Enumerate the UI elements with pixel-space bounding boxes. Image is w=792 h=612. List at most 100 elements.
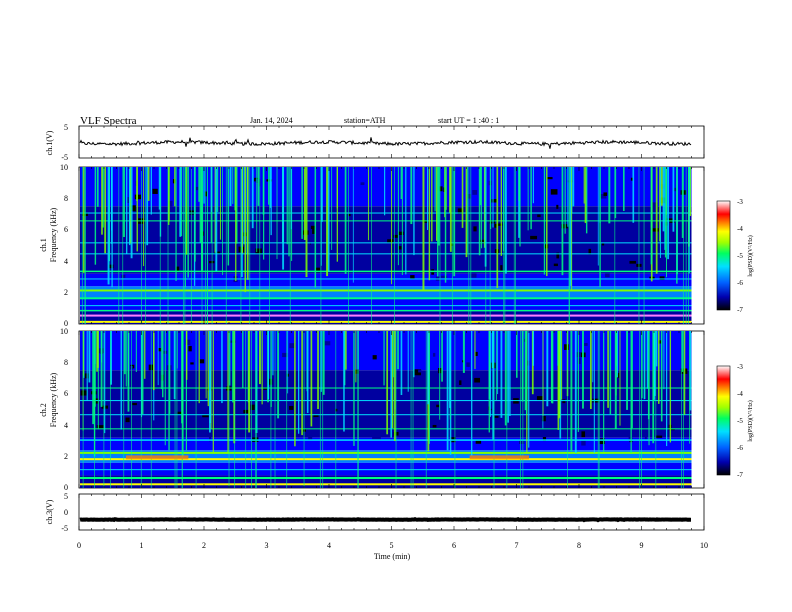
spectrogram-cell [316,236,321,242]
spectrogram-cell [372,437,378,441]
station-label: station=ATH [344,116,386,125]
spectrogram-cell [672,187,677,192]
spectrogram-sferic [446,331,449,451]
spectrogram-sferic [203,167,205,204]
spectrogram-sferic [470,167,472,324]
ch1-ytick-5: 5 [64,123,68,132]
ch1-colorbar-label: log(PSD)(V²/Hz) [747,235,754,276]
spectrogram-sferic [160,331,162,390]
ch1-spec-ytick-6: 6 [64,225,68,234]
spectrogram-sferic [276,167,278,260]
spectrogram-sferic [437,167,439,277]
spectrogram-cell [671,424,677,429]
spectrogram-cell [308,436,313,440]
spectrogram-cell [208,261,215,264]
ch2-spec-ytick-6: 6 [64,389,68,398]
spectrogram-sferic [175,167,177,282]
x-tick-2: 2 [202,541,206,550]
spectrogram-sferic [83,331,85,376]
spectrogram-sferic [397,331,399,370]
spectrogram-sferic [336,167,338,262]
spectrogram-sferic [632,167,635,223]
ch1-waveform-line [79,137,692,149]
spectrogram-sferic [657,331,660,404]
ch2-cbar-tick-minus5: -5 [737,417,743,425]
spectrogram-sferic [287,331,289,394]
ch3-waveform-ylabel: ch.3(V) [45,499,54,524]
spectrogram-sferic [344,167,347,274]
spectrogram-sferic [289,167,291,324]
x-tick-4: 4 [327,541,331,550]
spectrogram-cell [577,393,584,397]
spectrogram-sferic [326,167,329,277]
spectrogram-sferic [198,331,200,404]
spectrogram-sferic [401,167,403,276]
ch2-colorbar-gradient [716,365,731,476]
spectrogram-sferic [577,331,579,432]
spectrogram-sferic [120,331,122,430]
spectrogram-sferic [471,331,473,456]
spectrogram-sferic [607,331,609,408]
spectrogram-sferic [136,167,138,252]
spectrogram-cell [398,246,402,250]
spectrogram-sferic [240,167,242,324]
spectrogram-sferic [428,331,430,444]
spectrogram-sferic [614,331,617,429]
spectrogram-sferic [672,167,675,232]
spectrogram-cell [414,369,421,376]
spectrogram-sferic [209,331,211,433]
spectrogram-cell [541,416,546,422]
spectrogram-sferic [681,331,684,372]
spectrogram-sferic [400,331,403,396]
spectrogram-sferic [569,167,572,286]
spectrogram-cell [652,228,659,232]
spectrogram-cell [289,343,296,349]
spectrogram-sferic [286,331,288,488]
spectrogram-sferic [495,331,497,401]
spectrogram-line [80,387,692,389]
spectrogram-sferic [664,167,667,258]
spectrogram-cell [553,263,558,267]
spectrogram-cell [599,193,607,199]
spectrogram-sferic [367,167,369,241]
spectrogram-cell [108,264,114,269]
ch2-spec-ylabel: Frequency (kHz) [49,372,58,427]
spectrogram-sferic [327,167,330,272]
ch1-spec-ytick-0: 0 [64,319,68,328]
spectrogram-cell [530,235,538,240]
x-axis: 0 1 2 3 4 5 6 7 8 9 10 Time (min) [77,541,708,561]
spectrogram-line [80,428,692,430]
spectrogram-sferic [383,331,385,386]
spectrogram-band [80,273,692,287]
spectrogram-sferic [130,167,133,259]
spectrogram-sferic [542,331,544,416]
spectrogram-sferic [159,167,161,324]
spectrogram-line [80,400,692,402]
spectrogram-sferic [268,167,270,205]
spectrogram-sferic [655,331,657,488]
spectrogram-cell [466,259,469,266]
spectrogram-sferic [185,167,188,255]
spectrogram-sferic [310,331,313,427]
spectrogram-cell [519,440,525,444]
spectrogram-sferic [222,167,223,276]
spectrogram-sferic [211,167,213,324]
spectrogram-cell [376,434,381,440]
spectrogram-cell [432,424,437,428]
spectrogram-sferic [86,331,88,401]
spectrogram-sferic [147,167,150,201]
spectrogram-sferic [124,331,126,375]
spectrogram-sferic [647,331,650,420]
spectrogram-sferic [127,331,130,412]
spectrogram-sferic [123,167,125,238]
spectrogram-sferic [688,167,690,274]
spectrogram-cell [355,369,359,374]
spectrogram-sferic [162,331,164,398]
tick-marks [78,126,705,530]
spectrogram-cell [124,263,130,269]
spectrogram-sferic [492,167,494,228]
spectrogram-sferic [561,167,564,276]
spectrogram-cell [158,348,162,352]
spectrogram-sferic [314,167,317,288]
spectrogram-cell [457,208,464,215]
